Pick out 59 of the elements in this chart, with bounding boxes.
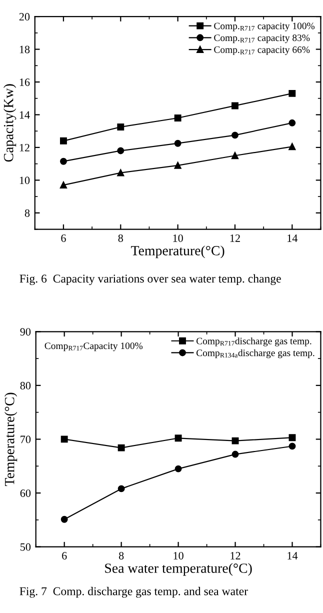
- point: [60, 516, 68, 523]
- y-tick-label: 20: [19, 13, 30, 21]
- x-tick-label: 14: [288, 552, 298, 560]
- y-tick-label: 70: [20, 436, 31, 444]
- point: [288, 90, 296, 97]
- y-tick-label: 16: [20, 78, 30, 86]
- x-axis-title: Sea water temperature(°C): [105, 563, 252, 576]
- y-tick-label: 18: [20, 46, 30, 54]
- x-tick-label: 10: [174, 552, 184, 560]
- x-tick-label: 6: [62, 552, 67, 560]
- point: [60, 182, 67, 189]
- point: [60, 137, 67, 144]
- y-tick-label: 90: [20, 328, 31, 336]
- point: [174, 140, 182, 147]
- point: [174, 465, 182, 472]
- x-tick-label: 10: [173, 234, 183, 242]
- x-tick-label: 12: [230, 234, 240, 242]
- point: [288, 442, 296, 450]
- y-tick-label: 10: [20, 176, 30, 184]
- point: [118, 485, 125, 492]
- point: [117, 124, 124, 130]
- point: [60, 158, 67, 165]
- legend-label: Comp.$_{R717}$ capacity 66%: [214, 46, 310, 55]
- caption: Fig. 6 Capacity variations over sea water temp. change: [20, 274, 281, 286]
- x-tick-label: 8: [118, 552, 124, 560]
- y-tick-label: 80: [20, 382, 31, 390]
- point: [288, 119, 296, 126]
- x-tick-label: 6: [61, 234, 66, 242]
- y-tick-label: 12: [20, 144, 30, 152]
- legend-label: Comp$_{R717}$discharge gas temp.: [196, 337, 312, 346]
- caption: Fig. 7 Comp. discharge gas temp. and sea water: [20, 586, 248, 598]
- y-tick-label: 14: [20, 111, 30, 119]
- point: [232, 450, 239, 458]
- x-axis-title: Temperature(°C): [131, 246, 224, 258]
- y-axis-title: Temperature(°C): [4, 392, 18, 486]
- legend-label: Comp.$_{R717}$ capacity 100%: [214, 22, 315, 32]
- point: [174, 114, 182, 122]
- point: [174, 434, 182, 442]
- annotation: Comp$_{R717}$Capacity 100%: [44, 342, 143, 352]
- y-tick-label: 50: [20, 543, 31, 551]
- point: [288, 143, 296, 150]
- point: [232, 102, 238, 110]
- point: [288, 434, 296, 442]
- legend-label: Comp.$_{R717}$ capacity 83%: [214, 34, 310, 44]
- y-axis-title: Capacity(Kw): [4, 84, 16, 162]
- x-tick-label: 8: [118, 234, 123, 242]
- legend-label: Comp$_{R134a}$discharge gas temp.: [196, 349, 314, 358]
- x-tick-label: 12: [230, 552, 240, 560]
- point: [232, 132, 238, 139]
- point: [60, 436, 68, 443]
- point: [117, 169, 124, 176]
- point: [232, 152, 238, 160]
- x-tick-label: 14: [288, 234, 298, 242]
- y-tick-label: 8: [24, 209, 30, 217]
- point: [232, 437, 239, 444]
- y-tick-label: 60: [20, 489, 31, 497]
- point: [118, 444, 125, 452]
- point: [174, 162, 182, 169]
- point: [117, 147, 124, 154]
